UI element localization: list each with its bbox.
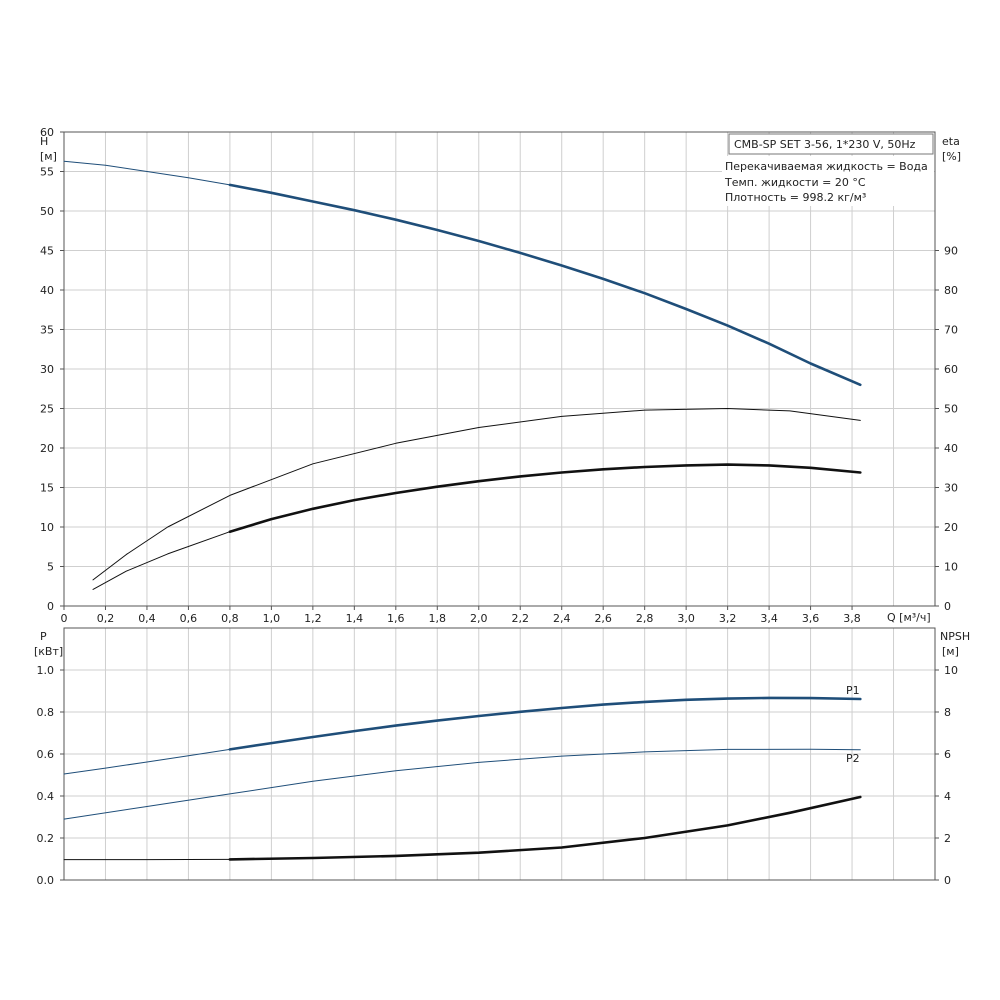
top-right-axis-title: eta [942, 135, 960, 148]
info-box-model-frame [728, 133, 934, 155]
right-tick-label: 60 [944, 363, 958, 376]
top-left-axis-title: H [40, 135, 48, 148]
top-left-axis-ticks: 0 5 10 15 20 25 30 35 40 45 50 55 60 [40, 126, 64, 613]
bottom-grid [64, 628, 935, 880]
top-grid [64, 132, 935, 606]
x-tick-label: 3,0 [677, 612, 695, 625]
x-tick-label: 3,2 [719, 612, 737, 625]
x-tick-label: 2,4 [553, 612, 571, 625]
bottom-left-axis-ticks: 0.0 0.2 0.4 0.6 0.8 1.0 [37, 664, 64, 887]
info-line-fluid: Перекачиваемая жидкость = Вода [725, 160, 928, 173]
right-tick-label: 0 [944, 600, 951, 613]
left-tick-label: 10 [40, 521, 54, 534]
x-tick-label: 0 [61, 612, 68, 625]
series-eta-thin-line [92, 531, 231, 590]
x-tick-label: 3,8 [843, 612, 861, 625]
left-tick-label: 30 [40, 363, 54, 376]
left-tick-label: 60 [40, 126, 54, 139]
info-box: CMB-SP SET 3-56, 1*230 V, 50Hz Перекачив… [722, 133, 934, 206]
legend-label-p1: P1 [846, 684, 860, 697]
right-tick-label: 80 [944, 284, 958, 297]
series-head-line [228, 183, 862, 387]
x-tick-label: 1,6 [387, 612, 405, 625]
series-P1-line [228, 696, 862, 751]
bottom-right-axis-ticks: 0 2 4 6 8 10 [935, 664, 958, 887]
right-tick-label: 2 [944, 832, 951, 845]
right-tick-label: 50 [944, 403, 958, 416]
top-x-axis-title: Q [м³/ч] [887, 611, 931, 624]
x-tick-label: 1,4 [346, 612, 364, 625]
left-tick-label: 0.8 [37, 706, 55, 719]
x-tick-label: 3,4 [760, 612, 778, 625]
left-tick-label: 0.4 [37, 790, 55, 803]
left-tick-label: 0.0 [37, 874, 55, 887]
right-tick-label: 70 [944, 324, 958, 337]
series-eta-thin-curve-thin-line [92, 408, 861, 581]
x-tick-label: 3,6 [802, 612, 820, 625]
right-tick-label: 30 [944, 482, 958, 495]
x-tick-label: 2,8 [636, 612, 654, 625]
left-tick-label: 25 [40, 403, 54, 416]
x-tick-label: 0,6 [180, 612, 198, 625]
left-tick-label: 45 [40, 245, 54, 258]
series-NPSH-line [228, 795, 862, 861]
left-tick-label: 0 [47, 600, 54, 613]
left-tick-label: 55 [40, 166, 54, 179]
info-box-text-bg [722, 156, 934, 206]
top-chart: 0 5 10 15 20 25 30 35 40 45 50 55 60 0 10 20 30 40 50 60 70… [40, 126, 961, 625]
left-tick-label: 5 [47, 561, 54, 574]
info-line-density: Плотность = 998.2 кг/м³ [725, 191, 866, 204]
bottom-right-axis-unit: [м] [942, 645, 959, 658]
right-tick-label: 10 [944, 664, 958, 677]
x-tick-label: 0,4 [138, 612, 156, 625]
left-tick-label: 20 [40, 442, 54, 455]
bottom-left-axis-title: P [40, 630, 47, 643]
x-tick-label: 2,0 [470, 612, 488, 625]
right-tick-label: 8 [944, 706, 951, 719]
right-tick-label: 4 [944, 790, 951, 803]
series-P2-thin-line [63, 748, 861, 820]
bottom-right-axis-title: NPSH [940, 630, 970, 643]
right-tick-label: 20 [944, 521, 958, 534]
right-tick-label: 90 [944, 245, 958, 258]
bottom-series-group [63, 696, 862, 861]
info-model: CMB-SP SET 3-56, 1*230 V, 50Hz [734, 138, 916, 151]
left-tick-label: 0.2 [37, 832, 55, 845]
right-tick-label: 0 [944, 874, 951, 887]
series-eta-line [228, 463, 862, 533]
info-line-temperature: Темп. жидкости = 20 °C [724, 176, 866, 189]
top-left-axis-unit: [м] [40, 150, 57, 163]
right-tick-label: 10 [944, 561, 958, 574]
left-tick-label: 15 [40, 482, 54, 495]
x-tick-label: 1,0 [263, 612, 281, 625]
x-tick-label: 2,6 [594, 612, 612, 625]
series-P1-thin-line [63, 748, 231, 775]
x-tick-label: 0,2 [97, 612, 115, 625]
x-tick-label: 1,2 [304, 612, 322, 625]
top-x-axis-ticks: 0 0,2 0,4 0,6 0,8 1,0 1,2 1,4 1,6 1,8 2,0 2,2 2,4 2,6… [61, 606, 861, 625]
series-head-thin-line [63, 160, 231, 186]
bottom-left-axis-unit: [кВт] [34, 645, 63, 658]
legend-label-p2: P2 [846, 752, 860, 765]
left-tick-label: 35 [40, 324, 54, 337]
left-tick-label: 0.6 [37, 748, 55, 761]
x-tick-label: 1,8 [429, 612, 447, 625]
x-tick-label: 2,2 [511, 612, 529, 625]
top-series-group [63, 160, 862, 590]
left-tick-label: 1.0 [37, 664, 55, 677]
x-tick-label: 0,8 [221, 612, 239, 625]
top-right-axis-unit: [%] [942, 150, 961, 163]
top-right-axis-ticks: 0 10 20 30 40 50 60 70 80 90 [935, 245, 958, 613]
right-tick-label: 6 [944, 748, 951, 761]
right-tick-label: 40 [944, 442, 958, 455]
left-tick-label: 50 [40, 205, 54, 218]
left-tick-label: 40 [40, 284, 54, 297]
